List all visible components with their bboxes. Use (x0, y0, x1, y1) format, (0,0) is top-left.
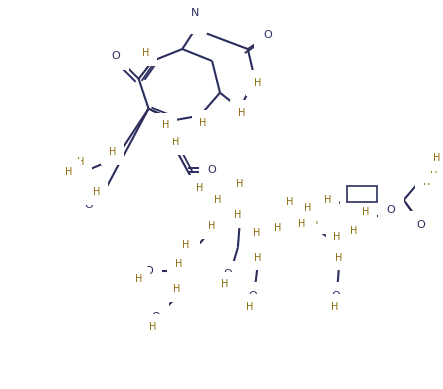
Text: H: H (109, 147, 117, 157)
Text: H: H (236, 179, 244, 189)
Text: H: H (286, 197, 293, 207)
Text: H: H (185, 241, 192, 251)
Text: H: H (162, 121, 169, 130)
Text: Abs: Abs (354, 189, 370, 198)
Text: H: H (334, 232, 341, 242)
Text: H: H (254, 78, 261, 88)
Text: H: H (142, 48, 149, 58)
Text: H: H (304, 203, 311, 213)
FancyBboxPatch shape (346, 186, 377, 202)
Text: H: H (93, 187, 101, 197)
Text: H: H (323, 195, 331, 205)
Text: H: H (208, 221, 216, 231)
Text: H: H (191, 16, 199, 26)
Text: H: H (238, 108, 245, 117)
Text: H: H (362, 207, 369, 217)
Text: H: H (214, 195, 222, 205)
Text: H: H (66, 167, 73, 177)
Text: H: H (175, 259, 182, 270)
Text: H: H (423, 177, 430, 187)
Text: H: H (78, 157, 85, 167)
Text: H: H (291, 205, 298, 215)
Text: N: N (191, 8, 199, 18)
Text: H: H (234, 210, 241, 220)
Text: H: H (298, 219, 305, 229)
Text: H: H (274, 223, 281, 233)
Text: H: H (199, 117, 207, 128)
Text: O: O (208, 165, 217, 175)
Text: H: H (350, 226, 358, 236)
Text: O: O (386, 205, 395, 215)
Text: H: H (347, 189, 355, 199)
Text: H: H (254, 252, 261, 263)
Text: H: H (149, 322, 156, 332)
Text: H: H (196, 183, 204, 193)
Text: O: O (332, 291, 341, 301)
Text: O: O (263, 30, 272, 40)
Text: H: H (311, 216, 318, 226)
Text: H: H (182, 240, 189, 250)
Text: H: H (430, 165, 437, 175)
Text: O: O (224, 187, 232, 197)
Text: O: O (144, 266, 153, 277)
Text: H: H (171, 137, 179, 147)
Text: H: H (433, 153, 440, 163)
Text: H: H (289, 219, 296, 229)
Text: H: H (246, 302, 253, 312)
Text: O: O (151, 312, 160, 322)
Text: H: H (330, 302, 338, 312)
Text: O: O (249, 291, 257, 301)
Text: H: H (135, 274, 142, 284)
Text: O: O (111, 51, 120, 61)
Text: H: H (253, 228, 260, 238)
Text: H: H (173, 284, 180, 294)
Text: H: H (222, 279, 229, 289)
Text: O: O (416, 220, 425, 230)
Text: O: O (85, 200, 93, 210)
Text: H: H (335, 252, 343, 263)
Text: O: O (224, 270, 232, 279)
